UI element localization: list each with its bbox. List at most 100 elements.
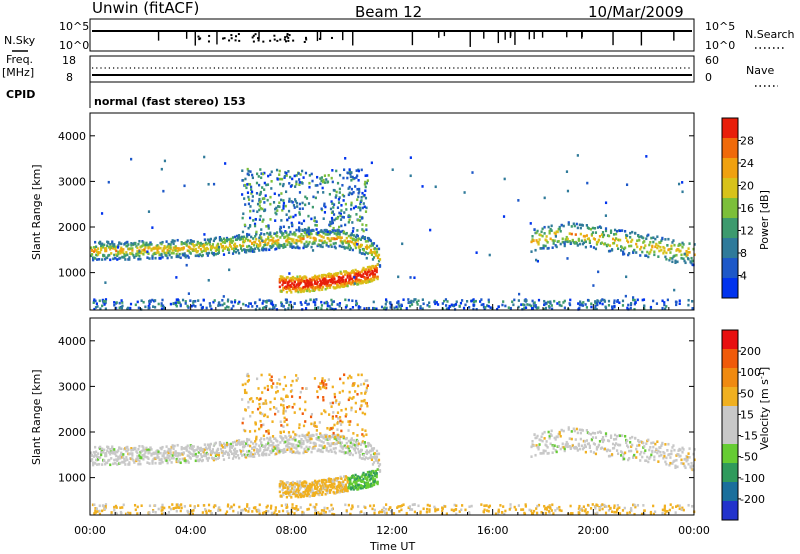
data-cell bbox=[672, 239, 675, 242]
data-cell bbox=[241, 216, 244, 220]
data-cell bbox=[315, 487, 318, 491]
data-cell bbox=[266, 384, 269, 388]
data-cell bbox=[509, 506, 512, 509]
data-cell bbox=[289, 185, 293, 188]
data-cell bbox=[331, 221, 335, 225]
data-cell bbox=[664, 307, 667, 311]
data-cell bbox=[653, 458, 656, 462]
data-cell bbox=[363, 442, 367, 446]
data-cell bbox=[217, 453, 221, 457]
data-cell bbox=[674, 259, 677, 263]
data-cell bbox=[162, 249, 165, 252]
data-cell bbox=[665, 510, 668, 513]
data-cell bbox=[301, 169, 304, 173]
nsky-dot bbox=[287, 39, 290, 42]
data-cell bbox=[656, 235, 659, 239]
data-cell bbox=[361, 223, 364, 226]
data-cell bbox=[328, 428, 332, 431]
data-cell bbox=[143, 454, 146, 458]
data-cell bbox=[377, 452, 381, 456]
data-cell bbox=[578, 504, 581, 508]
data-cell bbox=[638, 440, 641, 444]
data-cell bbox=[96, 258, 99, 261]
data-cell bbox=[334, 246, 337, 250]
data-cell bbox=[633, 298, 636, 302]
data-cell bbox=[484, 306, 487, 309]
data-cell bbox=[279, 441, 282, 444]
data-cell bbox=[235, 234, 239, 238]
data-cell bbox=[643, 304, 646, 308]
data-cell bbox=[367, 245, 371, 249]
data-cell bbox=[165, 240, 168, 243]
data-cell bbox=[562, 241, 565, 244]
data-cell bbox=[610, 453, 614, 456]
data-cell bbox=[645, 254, 648, 258]
data-cell bbox=[402, 298, 405, 302]
data-cell bbox=[290, 285, 293, 288]
data-cell bbox=[257, 387, 260, 390]
data-cell bbox=[180, 445, 183, 449]
data-cell bbox=[286, 282, 289, 286]
data-cell bbox=[291, 379, 294, 383]
data-cell bbox=[242, 428, 246, 432]
data-cell bbox=[307, 485, 311, 488]
data-cell bbox=[209, 248, 212, 251]
data-cell bbox=[154, 510, 157, 514]
data-cell bbox=[270, 379, 273, 382]
data-cell bbox=[364, 210, 368, 213]
data-cell bbox=[612, 446, 616, 450]
data-cell bbox=[612, 241, 616, 245]
data-cell bbox=[295, 287, 298, 290]
data-cell bbox=[223, 247, 227, 250]
data-cell bbox=[663, 247, 666, 250]
data-cell bbox=[627, 240, 630, 244]
data-cell bbox=[365, 433, 368, 437]
data-cell bbox=[352, 191, 355, 194]
data-cell bbox=[330, 427, 333, 430]
data-cell bbox=[587, 227, 590, 230]
data-cell bbox=[188, 446, 191, 450]
data-cell bbox=[664, 460, 667, 464]
data-cell bbox=[367, 442, 371, 445]
data-cell bbox=[192, 509, 195, 512]
data-cell bbox=[276, 178, 279, 181]
data-cell bbox=[217, 248, 221, 252]
data-cell bbox=[343, 270, 346, 273]
data-cell bbox=[358, 251, 361, 254]
data-cell bbox=[329, 273, 333, 276]
data-cell bbox=[268, 307, 271, 311]
data-cell bbox=[556, 230, 559, 234]
data-cell bbox=[274, 412, 277, 416]
data-cell bbox=[655, 242, 658, 246]
data-cell bbox=[366, 379, 369, 382]
data-cell bbox=[362, 477, 365, 481]
data-cell bbox=[335, 237, 338, 241]
data-cell bbox=[236, 249, 240, 252]
data-cell bbox=[306, 494, 309, 498]
data-cell bbox=[279, 430, 282, 434]
data-cell bbox=[681, 190, 684, 194]
data-cell bbox=[302, 442, 305, 445]
data-cell bbox=[566, 257, 569, 260]
data-cell bbox=[243, 183, 247, 187]
data-cell bbox=[328, 437, 331, 441]
data-cell bbox=[678, 504, 681, 508]
data-cell bbox=[348, 278, 351, 282]
data-cell bbox=[268, 453, 271, 457]
data-cell bbox=[258, 239, 261, 243]
data-cell bbox=[347, 476, 350, 480]
data-cell bbox=[540, 510, 543, 514]
data-cell bbox=[530, 304, 533, 308]
data-cell bbox=[569, 298, 572, 302]
data-cell bbox=[548, 436, 551, 440]
data-cell bbox=[176, 238, 179, 242]
data-cell bbox=[354, 484, 357, 487]
data-cell bbox=[325, 228, 328, 232]
data-cell bbox=[396, 307, 399, 311]
data-cell bbox=[128, 463, 131, 466]
data-cell bbox=[161, 445, 164, 449]
data-cell bbox=[272, 244, 275, 247]
data-cell bbox=[246, 503, 249, 506]
data-cell bbox=[269, 195, 272, 199]
data-cell bbox=[376, 275, 379, 279]
